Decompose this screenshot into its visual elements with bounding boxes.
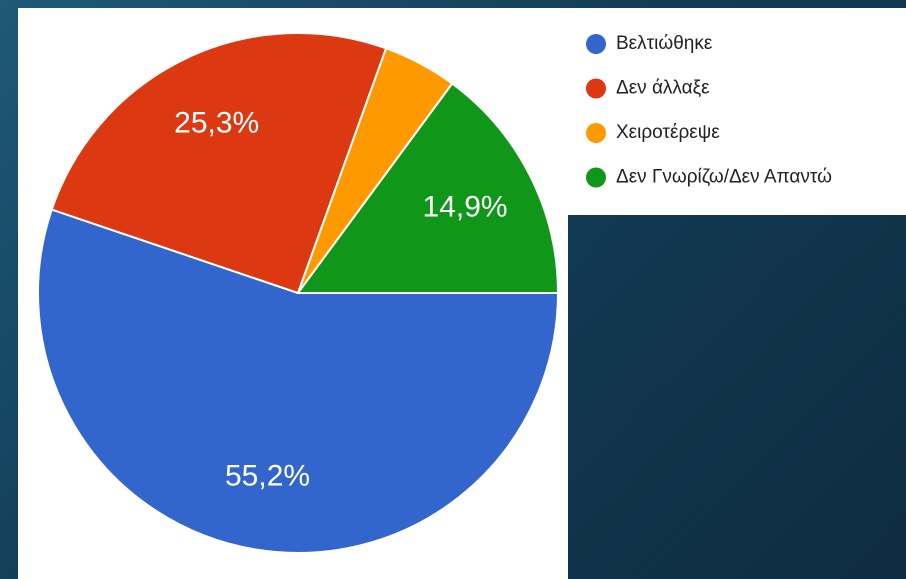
- legend-panel: [568, 8, 906, 215]
- legend-label: Δεν άλλαξε: [616, 78, 710, 99]
- legend-label: Χειροτέρεψε: [616, 122, 720, 143]
- legend-swatch: [586, 123, 606, 143]
- data-label: 25,3%: [174, 106, 259, 139]
- data-label: 14,9%: [423, 190, 508, 223]
- legend-swatch: [586, 167, 606, 188]
- pie-slice: [296, 82, 560, 294]
- data-label: 55,2%: [225, 460, 310, 493]
- pie-slice: [37, 208, 560, 554]
- legend-label: Δεν Γνωρίζω/Δεν Απαντώ: [616, 167, 832, 188]
- legend-label: Βελτιώθηκε: [616, 33, 713, 54]
- legend-swatch: [586, 34, 606, 54]
- pie-slice: [50, 32, 388, 295]
- legend-swatch: [586, 78, 606, 99]
